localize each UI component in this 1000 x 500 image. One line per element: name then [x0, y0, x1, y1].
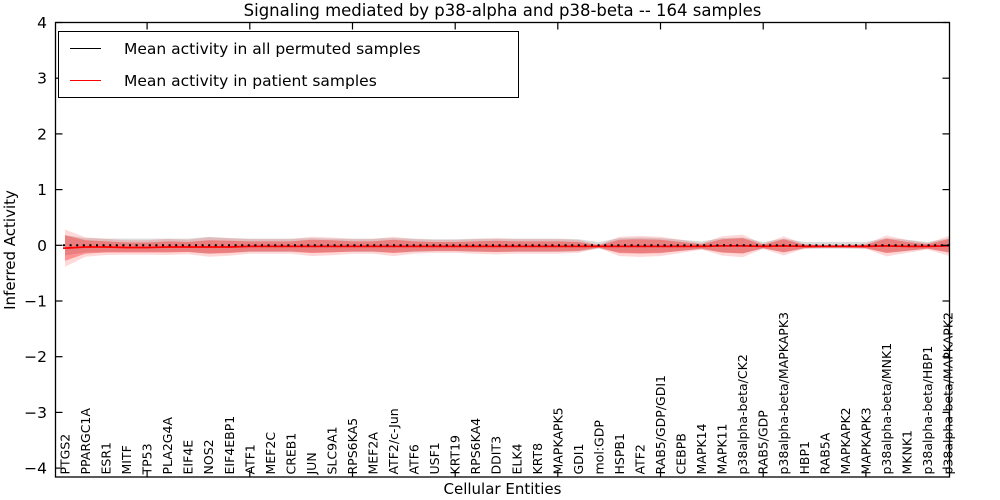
x-category-label: JUN: [304, 452, 319, 475]
x-category-label: EIF4E: [181, 440, 196, 475]
x-category-label: KRT8: [530, 443, 545, 475]
x-category-label: ATF2/c-Jun: [386, 408, 401, 474]
x-category-label: MAPK11: [715, 424, 730, 475]
y-tick-label: 3: [37, 70, 47, 88]
x-category-label: MEF2A: [366, 432, 381, 475]
x-category-label: PLA2G4A: [160, 417, 175, 475]
x-category-label: p38alpha-beta/MAPKAPK2: [941, 312, 956, 475]
permuted-std-band: [65, 235, 950, 256]
y-tick-label: −3: [24, 404, 47, 422]
x-category-label: MKNK1: [899, 430, 914, 474]
x-category-label: EIF4EBP1: [222, 416, 237, 475]
legend: Mean activity in all permuted samples Me…: [58, 31, 519, 98]
x-category-label: USF1: [427, 442, 442, 474]
x-category-label: MAPKAPK3: [858, 407, 873, 474]
y-axis-label: Inferred Activity: [1, 190, 19, 310]
x-category-label: p38alpha-beta/HBP1: [920, 346, 935, 475]
x-category-label: mol:GDP: [591, 420, 606, 475]
x-category-label: ESR1: [99, 442, 114, 474]
x-category-label: ELK4: [509, 443, 524, 474]
x-category-label: SLC9A1: [325, 426, 340, 474]
x-category-label: DDIT3: [489, 436, 504, 475]
patient-std-band-fringe: [65, 229, 950, 267]
x-category-label: HSPB1: [612, 433, 627, 474]
legend-line-permuted-icon: [70, 48, 101, 49]
x-category-label: MAPKAPK5: [550, 407, 565, 474]
x-category-label: NOS2: [201, 439, 216, 474]
x-category-label: MAPK14: [694, 423, 709, 474]
legend-label-patient: Mean activity in patient samples: [124, 71, 377, 90]
x-category-label: PPARGC1A: [78, 408, 93, 475]
x-category-label: RAB5/GDP/GDI1: [653, 375, 668, 474]
x-category-label: CEBPB: [674, 433, 689, 474]
x-category-label: KRT19: [448, 435, 463, 475]
x-category-label: CREB1: [283, 433, 298, 475]
y-tick-label: −4: [24, 460, 47, 478]
chart-title: Signaling mediated by p38-alpha and p38-…: [243, 1, 762, 20]
legend-item-patient: Mean activity in patient samples: [59, 65, 518, 97]
y-tick-label: 4: [37, 14, 47, 32]
x-category-label: RPS6KA5: [345, 418, 360, 475]
x-category-label: HBP1: [797, 441, 812, 474]
x-category-label: GDI1: [571, 444, 586, 475]
patient-std-band: [65, 235, 950, 261]
legend-line-patient-icon: [70, 80, 101, 81]
x-category-label: RAB5/GDP: [756, 410, 771, 475]
plot-border: [54, 21, 951, 478]
y-tick-label: −2: [24, 348, 47, 366]
x-category-label: p38alpha-beta/CK2: [735, 354, 750, 474]
x-category-label: RAB5A: [817, 432, 832, 474]
y-tick-label: 0: [37, 237, 47, 255]
x-category-label: MITF: [119, 445, 134, 474]
x-axis-label: Cellular Entities: [443, 480, 562, 498]
x-category-label: p38alpha-beta/MNK1: [879, 343, 894, 475]
x-category-label: ATF6: [407, 444, 422, 474]
legend-item-permuted: Mean activity in all permuted samples: [59, 33, 518, 65]
x-category-label: RPS6KA4: [468, 418, 483, 475]
x-category-label: MEF2C: [263, 432, 278, 475]
x-category-label: ATF1: [242, 444, 257, 474]
x-category-label: TP53: [140, 443, 155, 475]
y-tick-label: 1: [37, 181, 47, 199]
x-category-label: ATF2: [633, 444, 648, 474]
x-category-label: p38alpha-beta/MAPKAPK3: [776, 312, 791, 475]
x-category-label: PTGS2: [58, 434, 73, 475]
y-tick-label: −1: [24, 292, 47, 310]
legend-label-permuted: Mean activity in all permuted samples: [124, 39, 421, 58]
y-tick-label: 2: [37, 125, 47, 143]
x-category-label: MAPKAPK2: [838, 407, 853, 474]
patient-mean-line: [63, 245, 950, 249]
